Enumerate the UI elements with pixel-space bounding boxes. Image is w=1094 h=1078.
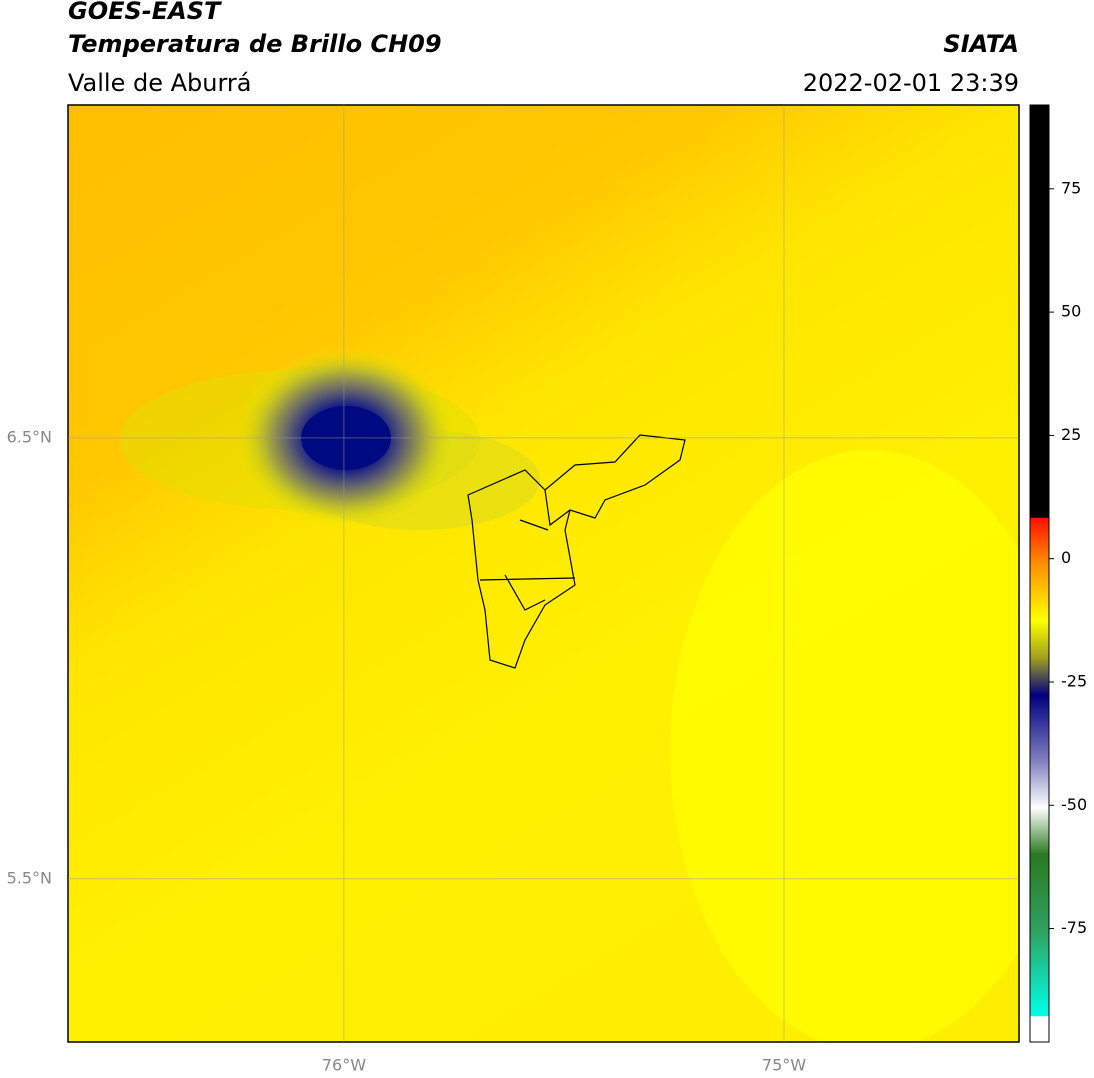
colorbar-tick-label: -50	[1061, 795, 1087, 814]
x-tick-label: 75°W	[762, 1056, 806, 1075]
colorbar-tick-label: 25	[1061, 425, 1081, 444]
map-frame	[67, 104, 1020, 1043]
colorbar-tick-label: 75	[1061, 178, 1081, 197]
colorbar	[1029, 104, 1050, 1043]
y-tick-label: 5.5°N	[7, 868, 52, 887]
datetime: 2022-02-01 23:39	[803, 69, 1019, 97]
colorbar-tick-label: -25	[1061, 671, 1087, 690]
source: SIATA	[943, 30, 1019, 58]
colorbar-tick-label: 50	[1061, 302, 1081, 321]
colorbar-tick-label: 0	[1061, 548, 1071, 567]
y-tick-label: 6.5°N	[7, 427, 52, 446]
x-tick-label: 76°W	[322, 1056, 366, 1075]
map-image	[68, 105, 1019, 1042]
region: Valle de Aburrá	[68, 69, 252, 97]
colorbar-tick-label: -75	[1061, 918, 1087, 937]
title: GOES-EAST	[68, 0, 222, 25]
subtitle: Temperatura de Brillo CH09	[68, 30, 442, 58]
